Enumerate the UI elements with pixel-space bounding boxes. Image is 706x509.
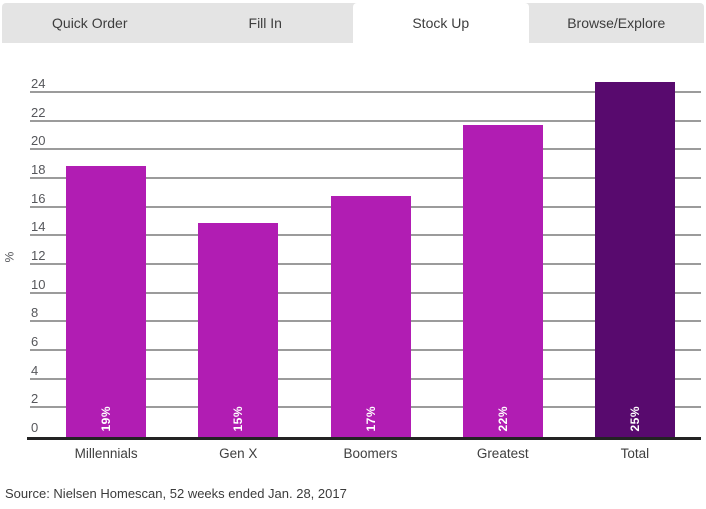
- y-tick-label-22: 22: [31, 104, 46, 120]
- bar-band-boomers: 17%: [304, 75, 436, 437]
- y-tick-label-8: 8: [31, 305, 39, 321]
- bar-millennials[interactable]: 19%: [66, 166, 147, 437]
- x-category-label-millennials: Millennials: [74, 446, 138, 461]
- y-tick-label-10: 10: [31, 276, 46, 292]
- x-axis-line: [27, 437, 701, 440]
- tab-fill-in[interactable]: Fill In: [248, 15, 282, 31]
- x-category-label-greatest: Greatest: [476, 446, 529, 461]
- bar-band-millennials: 19%: [40, 75, 172, 437]
- gridline-18: [30, 177, 701, 180]
- bar-band-greatest: 22%: [437, 75, 569, 437]
- tab-quick-order[interactable]: Quick Order: [52, 15, 128, 31]
- bar-value-label: 17%: [363, 406, 378, 432]
- y-tick-label-20: 20: [31, 133, 46, 149]
- x-category-label-gen-x: Gen X: [219, 446, 258, 461]
- x-category-label-total: Total: [620, 446, 650, 461]
- bar-value-label: 19%: [99, 406, 114, 432]
- bars-layer: 19% 15% 17% 22% 25%: [40, 75, 701, 437]
- y-tick-label-24: 24: [31, 76, 46, 92]
- y-tick-label-4: 4: [31, 362, 39, 378]
- x-axis-labels: Millennials Gen X Boomers Greatest Total: [40, 446, 701, 461]
- source-note: Source: Nielsen Homescan, 52 weeks ended…: [5, 486, 347, 501]
- tab-browse-explore[interactable]: Browse/Explore: [567, 15, 666, 31]
- tab-bar: Quick Order Fill In Stock Up Browse/Expl…: [2, 3, 704, 43]
- bar-band-total: 25%: [569, 75, 701, 437]
- y-tick-label-0: 0: [31, 420, 39, 435]
- gridline-22: [30, 119, 701, 122]
- plot-area: 0 2 4 6 8 10 12 14 16 18 20 22 24 19% 15% 17% 22% 25%: [0, 75, 706, 440]
- bar-total[interactable]: 25%: [594, 81, 675, 437]
- y-tick-label-6: 6: [31, 334, 39, 350]
- bar-boomers[interactable]: 17%: [330, 196, 411, 437]
- bar-value-label: 25%: [627, 406, 642, 432]
- y-tick-label-18: 18: [31, 162, 46, 178]
- bar-greatest[interactable]: 22%: [462, 124, 543, 437]
- bar-value-label: 15%: [231, 406, 246, 432]
- y-tick-label-14: 14: [31, 219, 46, 235]
- bar-band-gen-x: 15%: [172, 75, 304, 437]
- gridline-20: [30, 148, 701, 151]
- y-tick-label-12: 12: [31, 248, 46, 264]
- gridline-24: [30, 91, 701, 94]
- bar-gen-x[interactable]: 15%: [198, 223, 279, 437]
- y-tick-label-16: 16: [31, 190, 46, 206]
- bar-value-label: 22%: [495, 406, 510, 432]
- y-tick-label-2: 2: [31, 391, 39, 407]
- x-category-label-boomers: Boomers: [343, 446, 398, 461]
- tab-stock-up[interactable]: Stock Up: [353, 3, 529, 43]
